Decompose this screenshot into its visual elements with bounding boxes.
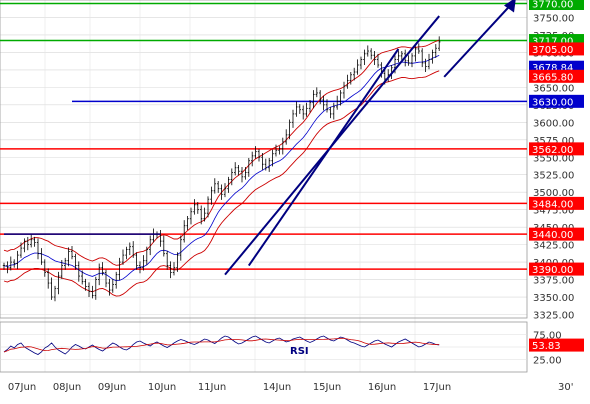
y-tick-label: 3750.00 <box>533 13 574 24</box>
level-label-bg <box>529 196 584 210</box>
rsi-signal-line <box>3 337 440 353</box>
rsi-current-bg <box>529 338 584 352</box>
trendlines <box>4 0 516 276</box>
y-tick-label: 3475.00 <box>533 206 574 217</box>
rsi-panel: RSI <box>0 334 527 360</box>
level-label: 3717.00 <box>532 37 573 48</box>
x-tick-label: 08Jun <box>53 382 81 393</box>
level-label-bg <box>529 0 584 10</box>
x-tick-label: 14Jun <box>263 382 291 393</box>
x-tick-label: 15Jun <box>313 382 341 393</box>
rsi-tick-label: 75.00 <box>533 331 562 342</box>
rsi-tick-label: 25.00 <box>533 356 562 367</box>
rsi-label: RSI <box>290 346 309 357</box>
moving-average <box>3 55 440 282</box>
level-labels: 3770.00 3717.00 3630.00 3562.00 3484.00 3440.… <box>529 0 584 352</box>
level-label: 3562.00 <box>532 145 573 156</box>
main-panel-frame <box>0 0 528 319</box>
x-tick-label: 17Jun <box>423 382 451 393</box>
level-label: 3630.00 <box>532 97 573 108</box>
level-label-bg <box>529 262 584 276</box>
rsi-current-label: 53.83 <box>532 341 561 352</box>
level-label: 3390.00 <box>532 265 573 276</box>
lower-band <box>3 70 440 297</box>
level-label-bg <box>529 227 584 241</box>
x-tick-label: 09Jun <box>98 382 126 393</box>
trendline <box>247 48 400 267</box>
x-tick-label: 11Jun <box>198 382 226 393</box>
price-bars <box>2 36 441 302</box>
x-tick-label: 10Jun <box>148 382 176 393</box>
arrow-head-icon <box>504 0 516 13</box>
y-tick-label: 3650.00 <box>533 83 574 94</box>
y-tick-label: 3425.00 <box>533 241 574 252</box>
level-label: 3770.00 <box>532 0 573 10</box>
level-label-bg <box>529 94 584 108</box>
price-label: 3665.80 <box>532 72 573 83</box>
price-label: 3678.84 <box>532 63 573 74</box>
x-tick-label: 07Jun <box>8 382 36 393</box>
y-tick-label: 3550.00 <box>533 153 574 164</box>
level-label-bg <box>529 142 584 156</box>
level-label: 3440.00 <box>532 230 573 241</box>
bollinger-bands <box>3 39 440 297</box>
upper-band <box>3 39 440 266</box>
timeframe-label: 30' <box>558 382 573 393</box>
y-tick-label: 3375.00 <box>533 276 574 287</box>
trendline <box>224 15 440 276</box>
price-label-bg <box>529 42 584 56</box>
y-tick-label: 3350.00 <box>533 293 574 304</box>
y-tick-label: 3525.00 <box>533 171 574 182</box>
y-tick-label: 3325.00 <box>533 311 574 322</box>
y-tick-label: 3500.00 <box>533 188 574 199</box>
y-tick-label: 3575.00 <box>533 136 574 147</box>
rsi-line <box>3 335 440 355</box>
level-label: 3484.00 <box>532 199 573 210</box>
grid <box>0 0 528 373</box>
price-label-bg <box>529 69 584 83</box>
price-label: 3705.00 <box>532 45 573 56</box>
projection-arrow-line <box>443 2 513 78</box>
x-tick-label: 16Jun <box>368 382 396 393</box>
y-tick-label: 3600.00 <box>533 118 574 129</box>
